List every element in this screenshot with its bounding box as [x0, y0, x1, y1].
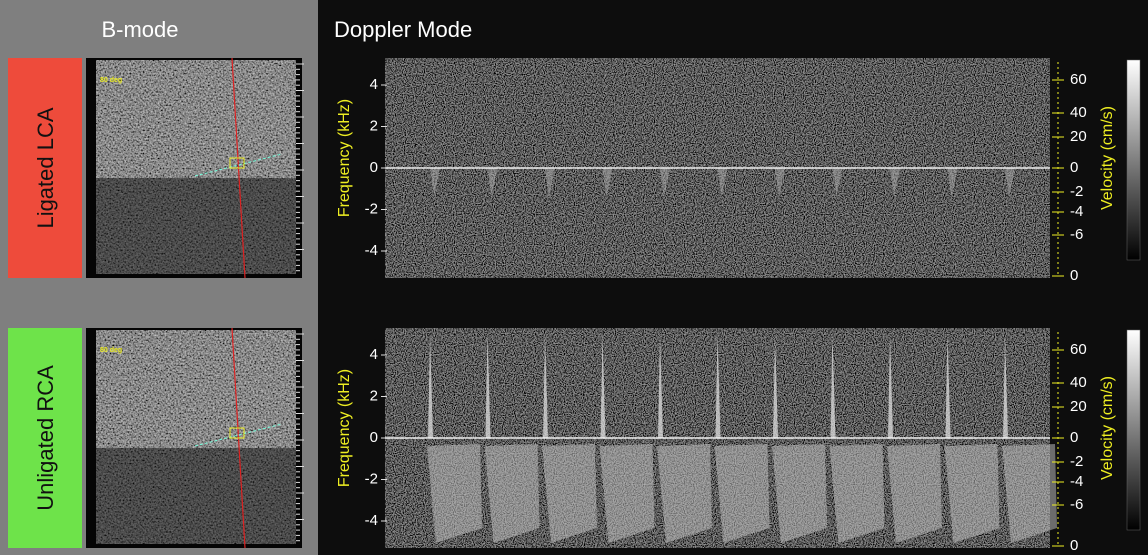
velocity-tick-label: 0	[1070, 267, 1078, 284]
frequency-tick-label: 0	[370, 429, 378, 446]
colorbar	[1127, 60, 1140, 260]
angle-label: 80 deg	[100, 347, 122, 354]
doppler-header: Doppler Mode	[334, 17, 472, 42]
velocity-tick-label: -2	[1070, 183, 1083, 200]
flow-band	[485, 444, 540, 543]
velocity-tick-label: 60	[1070, 71, 1087, 88]
flow-band	[600, 444, 655, 543]
velocity-tick-label: 20	[1070, 398, 1087, 415]
flow-band	[772, 444, 827, 543]
bmode-dark	[96, 448, 296, 544]
colorbar	[1127, 330, 1140, 530]
velocity-tick-label: 0	[1070, 429, 1078, 446]
frequency-axis-label: Frequency (kHz)	[336, 369, 353, 487]
velocity-tick-label: -6	[1070, 226, 1083, 243]
frequency-axis-label: Frequency (kHz)	[336, 99, 353, 217]
velocity-axis-label: Velocity (cm/s)	[1099, 106, 1116, 210]
velocity-tick-label: 60	[1070, 341, 1087, 358]
flow-band	[1002, 444, 1057, 543]
velocity-tick-label: 40	[1070, 104, 1087, 121]
flow-band	[657, 444, 712, 543]
bmode-header: B-mode	[101, 17, 178, 42]
flow-band	[715, 444, 770, 543]
velocity-tick-label: 40	[1070, 374, 1087, 391]
angle-label: 80 deg	[100, 77, 122, 84]
frequency-tick-label: -4	[365, 512, 378, 529]
velocity-tick-label: -2	[1070, 453, 1083, 470]
velocity-tick-label: -4	[1070, 473, 1083, 490]
velocity-tick-label: -4	[1070, 203, 1083, 220]
flow-band	[887, 444, 942, 543]
velocity-tick-label: 20	[1070, 128, 1087, 145]
row-label: Ligated LCA	[33, 107, 58, 228]
frequency-tick-label: 2	[370, 387, 378, 404]
flow-band	[542, 444, 597, 543]
frequency-tick-label: -4	[365, 242, 378, 259]
frequency-tick-label: 2	[370, 117, 378, 134]
velocity-tick-label: -6	[1070, 496, 1083, 513]
flow-band	[945, 444, 1000, 543]
frequency-tick-label: 4	[370, 76, 378, 93]
velocity-axis-label: Velocity (cm/s)	[1099, 376, 1116, 480]
frequency-tick-label: 4	[370, 346, 378, 363]
figure: B-mode Doppler Mode Ligated LCA80 deg420…	[0, 0, 1148, 555]
frequency-tick-label: -2	[365, 200, 378, 217]
flow-band	[830, 444, 885, 543]
flow-band	[427, 444, 482, 543]
bmode-dark	[96, 178, 296, 274]
velocity-tick-label: 0	[1070, 159, 1078, 176]
frequency-tick-label: 0	[370, 159, 378, 176]
velocity-tick-label: 0	[1070, 537, 1078, 554]
frequency-tick-label: -2	[365, 470, 378, 487]
row-label: Unligated RCA	[33, 365, 58, 511]
